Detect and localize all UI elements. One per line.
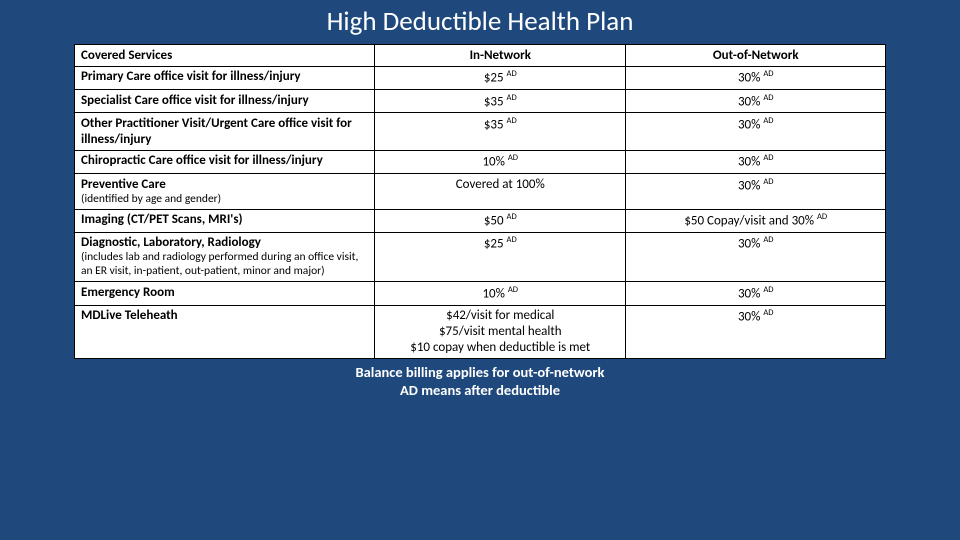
service-name: MDLive Teleheath xyxy=(81,308,178,323)
page-title: High Deductible Health Plan xyxy=(0,0,960,44)
service-cell: Specialist Care office visit for illness… xyxy=(75,90,375,113)
out-of-network-value: 30% xyxy=(738,117,763,132)
ad-superscript: AD xyxy=(763,308,773,318)
ad-superscript: AD xyxy=(763,285,773,295)
ad-superscript: AD xyxy=(508,285,518,295)
ad-superscript: AD xyxy=(763,69,773,79)
table-row: Chiropractic Care office visit for illne… xyxy=(75,150,886,173)
ad-superscript: AD xyxy=(507,212,517,222)
plan-table-wrap: Covered Services In-Network Out-of-Netwo… xyxy=(74,44,886,359)
in-network-value: 10% xyxy=(482,155,507,170)
footnote-line-1: Balance billing applies for out-of-netwo… xyxy=(356,363,605,381)
service-name: Diagnostic, Laboratory, Radiology xyxy=(81,235,261,250)
out-of-network-cell: 30% AD xyxy=(626,305,886,359)
in-network-value: $25 xyxy=(484,237,507,252)
table-row: Preventive Care(identified by age and ge… xyxy=(75,174,886,210)
ad-superscript: AD xyxy=(763,235,773,245)
ad-superscript: AD xyxy=(507,69,517,79)
col-out-of-network: Out-of-Network xyxy=(626,45,886,67)
table-row: Other Practitioner Visit/Urgent Care off… xyxy=(75,113,886,151)
ad-superscript: AD xyxy=(507,235,517,245)
service-sub: (identified by age and gender) xyxy=(81,193,368,207)
footnote-line-2: AD means after deductible xyxy=(400,381,560,399)
table-row: MDLive Teleheath $42/visit for medical$75… xyxy=(75,305,886,359)
in-network-cell: 10% AD xyxy=(375,150,626,173)
in-network-cell: $35 AD xyxy=(375,113,626,151)
col-covered-services: Covered Services xyxy=(75,45,375,67)
table-row: Specialist Care office visit for illness… xyxy=(75,90,886,113)
service-name: Emergency Room xyxy=(81,285,175,300)
in-network-cell: $50 AD xyxy=(375,209,626,232)
footnote: Balance billing applies for out-of-netwo… xyxy=(0,359,960,399)
service-name: Primary Care office visit for illness/in… xyxy=(81,69,301,84)
out-of-network-value: 30% xyxy=(738,178,763,193)
in-network-cell: 10% AD xyxy=(375,282,626,305)
ad-superscript: AD xyxy=(763,93,773,103)
table-row: Diagnostic, Laboratory, Radiology(includ… xyxy=(75,232,886,281)
col-in-network: In-Network xyxy=(375,45,626,67)
out-of-network-value: 30% xyxy=(738,286,763,301)
service-cell: MDLive Teleheath xyxy=(75,305,375,359)
ad-superscript: AD xyxy=(763,153,773,163)
out-of-network-value: 30% xyxy=(738,155,763,170)
table-row: Emergency Room10% AD30% AD xyxy=(75,282,886,305)
table-row: Imaging (CT/PET Scans, MRI's)$50 AD$50 C… xyxy=(75,209,886,232)
service-cell: Chiropractic Care office visit for illne… xyxy=(75,150,375,173)
plan-table: Covered Services In-Network Out-of-Netwo… xyxy=(74,44,886,359)
ad-superscript: AD xyxy=(817,212,827,222)
service-cell: Primary Care office visit for illness/in… xyxy=(75,66,375,89)
in-network-cell: Covered at 100% xyxy=(375,174,626,210)
service-cell: Imaging (CT/PET Scans, MRI's) xyxy=(75,209,375,232)
in-network-value: $25 xyxy=(484,71,507,86)
ad-superscript: AD xyxy=(507,93,517,103)
in-network-value: $50 xyxy=(484,214,507,229)
in-network-line: $75/visit mental health xyxy=(381,324,619,340)
in-network-value: $35 xyxy=(484,117,507,132)
ad-superscript: AD xyxy=(763,116,773,126)
in-network-value: 10% xyxy=(482,286,507,301)
out-of-network-cell: $50 Copay/visit and 30% AD xyxy=(626,209,886,232)
in-network-cell: $25 AD xyxy=(375,66,626,89)
table-row: Primary Care office visit for illness/in… xyxy=(75,66,886,89)
in-network-cell: $25 AD xyxy=(375,232,626,281)
out-of-network-value: 30% xyxy=(738,94,763,109)
out-of-network-cell: 30% AD xyxy=(626,232,886,281)
out-of-network-cell: 30% AD xyxy=(626,90,886,113)
service-sub: (includes lab and radiology performed du… xyxy=(81,251,368,279)
out-of-network-value: 30% xyxy=(738,71,763,86)
ad-superscript: AD xyxy=(508,153,518,163)
in-network-value: Covered at 100% xyxy=(456,177,545,192)
out-of-network-value: 30% xyxy=(738,237,763,252)
ad-superscript: AD xyxy=(507,116,517,126)
ad-superscript: AD xyxy=(763,177,773,187)
service-name: Other Practitioner Visit/Urgent Care off… xyxy=(81,116,352,147)
service-cell: Other Practitioner Visit/Urgent Care off… xyxy=(75,113,375,151)
service-cell: Emergency Room xyxy=(75,282,375,305)
out-of-network-value: 30% xyxy=(738,309,763,324)
in-network-line: $10 copay when deductible is met xyxy=(381,340,619,356)
in-network-line: $42/visit for medical xyxy=(381,308,619,324)
out-of-network-cell: 30% AD xyxy=(626,282,886,305)
table-header-row: Covered Services In-Network Out-of-Netwo… xyxy=(75,45,886,67)
in-network-value: $35 xyxy=(484,94,507,109)
service-name: Specialist Care office visit for illness… xyxy=(81,93,309,108)
out-of-network-cell: 30% AD xyxy=(626,174,886,210)
out-of-network-value: $50 Copay/visit and 30% xyxy=(684,214,817,229)
service-cell: Preventive Care(identified by age and ge… xyxy=(75,174,375,210)
out-of-network-cell: 30% AD xyxy=(626,150,886,173)
in-network-cell: $42/visit for medical$75/visit mental he… xyxy=(375,305,626,359)
service-name: Imaging (CT/PET Scans, MRI's) xyxy=(81,212,243,227)
out-of-network-cell: 30% AD xyxy=(626,113,886,151)
service-name: Chiropractic Care office visit for illne… xyxy=(81,153,323,168)
service-cell: Diagnostic, Laboratory, Radiology(includ… xyxy=(75,232,375,281)
service-name: Preventive Care xyxy=(81,177,166,192)
out-of-network-cell: 30% AD xyxy=(626,66,886,89)
in-network-cell: $35 AD xyxy=(375,90,626,113)
